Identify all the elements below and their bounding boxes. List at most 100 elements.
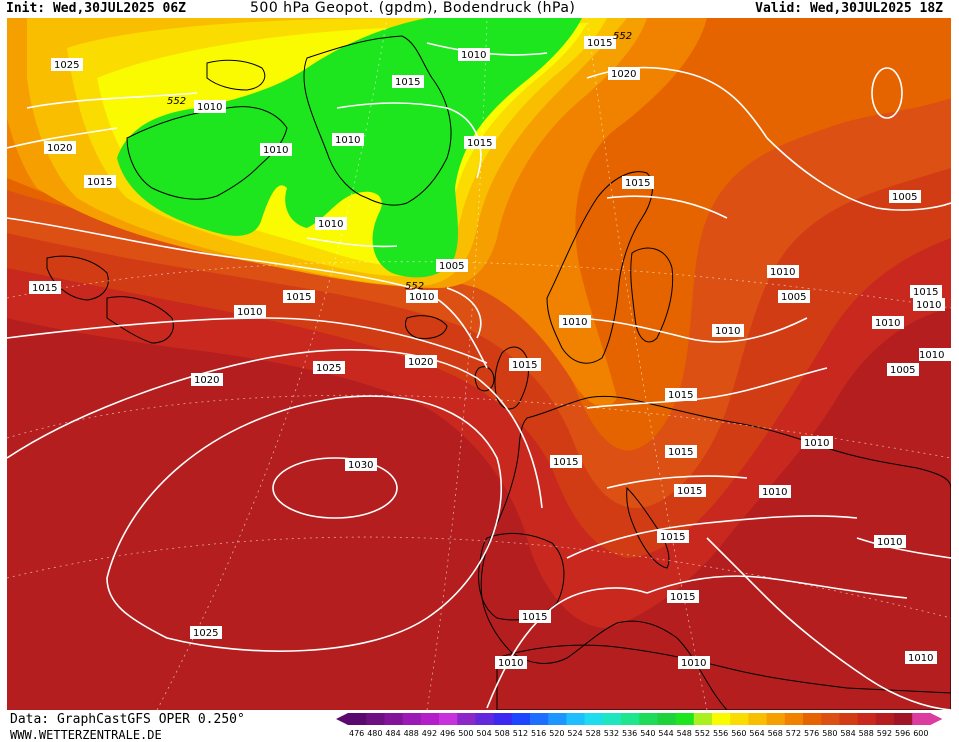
legend-tick-label: 568 [768, 729, 783, 738]
isobar-label: 1015 [657, 530, 689, 543]
isobar-label: 1010 [332, 133, 364, 146]
isobar-label: 1010 [234, 305, 266, 318]
legend-swatch [348, 713, 367, 725]
svg-text:1010: 1010 [877, 537, 902, 548]
svg-text:1015: 1015 [395, 77, 420, 88]
legend-swatch [639, 713, 658, 725]
svg-text:1025: 1025 [193, 628, 218, 639]
svg-text:1015: 1015 [286, 292, 311, 303]
legend-tick-label: 512 [513, 729, 528, 738]
svg-text:1010: 1010 [916, 300, 941, 311]
color-legend: 476 480 484 488 492 496 500 504 508 512 516 520 524 5… [336, 713, 943, 738]
isobar-label: 1020 [191, 373, 223, 386]
legend-swatch [566, 713, 586, 725]
legend-swatch [766, 713, 786, 725]
svg-text:1015: 1015 [553, 457, 578, 468]
isobar-label: 1015 [519, 610, 551, 623]
isobar-label: 1015 [910, 285, 942, 298]
legend-arrow-left [336, 713, 348, 725]
isobar-label: 1025 [190, 626, 222, 639]
legend-swatch [402, 713, 422, 725]
height-labels: 552 552 552 [167, 31, 632, 292]
legend-tick-label: 552 [695, 729, 710, 738]
height-label: 552 [167, 96, 186, 107]
isobar-labels: 1025 1020 1015 1015 1010 1020 1025 1030 … [29, 36, 951, 669]
svg-text:1010: 1010 [409, 292, 434, 303]
isobar-label: 1010 [712, 324, 744, 337]
legend-swatch [457, 713, 476, 725]
legend-swatch [730, 713, 749, 725]
svg-text:1005: 1005 [890, 365, 915, 376]
legend-tick-label: 600 [913, 729, 928, 738]
isobar-label: 1005 [778, 290, 810, 303]
svg-text:1010: 1010 [919, 350, 944, 361]
svg-text:1010: 1010 [461, 50, 486, 61]
svg-text:1005: 1005 [892, 192, 917, 203]
isobar-label: 1015 [665, 388, 697, 401]
legend-tick-label: 492 [422, 729, 437, 738]
legend-tick-label: 500 [458, 729, 473, 738]
svg-text:1025: 1025 [54, 60, 79, 71]
svg-text:1010: 1010 [197, 102, 222, 113]
svg-text:1010: 1010 [804, 438, 829, 449]
map-header: Init: Wed,30JUL2025 06Z 500 hPa Geopot. … [0, 0, 959, 18]
isobar-label: 1010 [678, 656, 710, 669]
svg-text:1015: 1015 [668, 447, 693, 458]
isobar-label: 1015 [392, 75, 424, 88]
height-label: 552 [613, 31, 632, 42]
legend-swatch [511, 713, 531, 725]
legend-swatch [821, 713, 840, 725]
legend-tick-label: 544 [658, 729, 673, 738]
isobar-label: 1010 [315, 217, 347, 230]
svg-text:1010: 1010 [335, 135, 360, 146]
isobar-label: 1015 [622, 176, 654, 189]
map-footer: Data: GraphCastGFS OPER 0.250° WWW.WETTE… [0, 710, 959, 742]
website-label: WWW.WETTERZENTRALE.DE [10, 728, 162, 742]
legend-swatch [912, 713, 931, 725]
svg-text:1010: 1010 [318, 219, 343, 230]
legend-swatch [875, 713, 895, 725]
svg-text:1020: 1020 [47, 143, 72, 154]
isobar-label: 1010 [874, 535, 906, 548]
legend-tick-label: 488 [404, 729, 419, 738]
isobar-label: 1010 [767, 265, 799, 278]
legend-tick-label: 564 [749, 729, 764, 738]
legend-swatch [493, 713, 513, 725]
svg-text:1015: 1015 [32, 283, 57, 294]
height-label: 552 [405, 281, 424, 292]
isobar-label: 1010 [458, 48, 490, 61]
legend-tick-label: 536 [622, 729, 637, 738]
isobar-label: 1010 [913, 298, 945, 311]
legend-tick-label: 572 [786, 729, 801, 738]
map-title: 500 hPa Geopot. (gpdm), Bodendruck (hPa) [250, 0, 576, 16]
isobar-label: 1005 [436, 259, 468, 272]
isobar-label: 1015 [665, 445, 697, 458]
svg-text:1015: 1015 [522, 612, 547, 623]
svg-text:1015: 1015 [467, 138, 492, 149]
legend-tick-label: 516 [531, 729, 546, 738]
svg-text:1010: 1010 [908, 653, 933, 664]
legend-tick-label: 584 [840, 729, 855, 738]
svg-text:1030: 1030 [348, 460, 373, 471]
isobars [7, 42, 951, 710]
legend-swatch [784, 713, 804, 725]
svg-text:1010: 1010 [875, 318, 900, 329]
isobar-label: 1015 [550, 455, 582, 468]
legend-tick-label: 480 [367, 729, 382, 738]
isobar-label: 1030 [345, 458, 377, 471]
legend-tick-label: 588 [859, 729, 874, 738]
valid-time-label: Valid: Wed,30JUL2025 18Z [755, 1, 943, 16]
legend-tick-label: 484 [385, 729, 400, 738]
svg-text:1005: 1005 [781, 292, 806, 303]
svg-text:1020: 1020 [194, 375, 219, 386]
svg-text:1005: 1005 [439, 261, 464, 272]
legend-swatch [366, 713, 385, 725]
legend-tick-label: 508 [495, 729, 510, 738]
legend-swatch [530, 713, 549, 725]
geopotential-field-540 [117, 18, 582, 278]
isobar-label: 1015 [29, 281, 61, 294]
svg-text:1015: 1015 [660, 532, 685, 543]
isobar-label: 1015 [667, 590, 699, 603]
svg-text:1010: 1010 [237, 307, 262, 318]
legend-swatch [420, 713, 440, 725]
